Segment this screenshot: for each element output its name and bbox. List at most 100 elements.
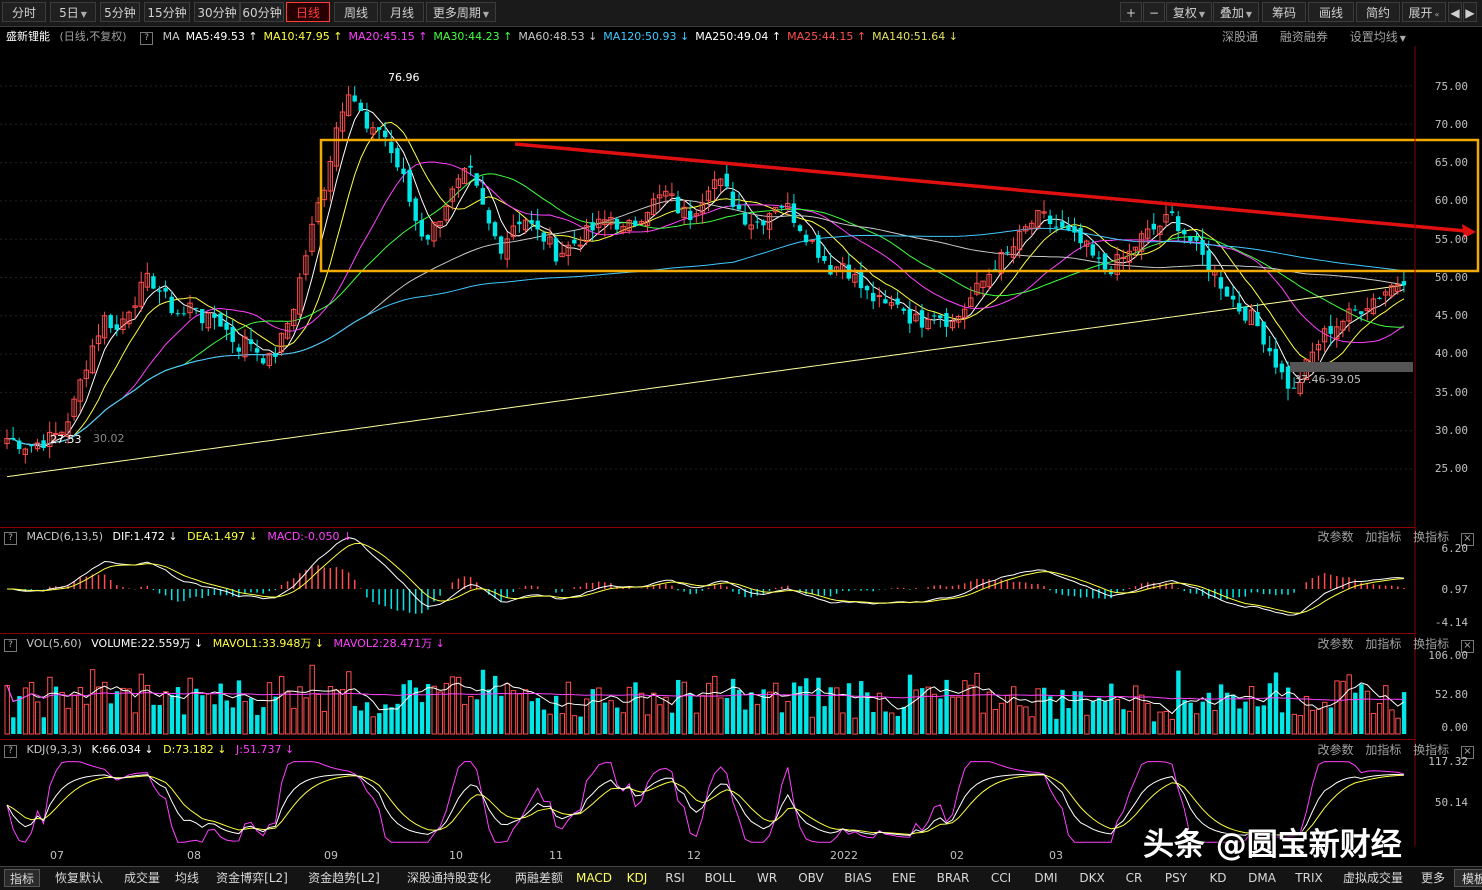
tab-5min[interactable]: 5分钟: [100, 2, 140, 22]
draw-button[interactable]: 画线: [1308, 2, 1354, 22]
indicator-tab[interactable]: DMI: [1034, 871, 1058, 885]
indicator-tab[interactable]: WR: [756, 871, 778, 885]
candle-up: [370, 127, 376, 135]
trend-line: [514, 142, 1467, 233]
volume-bar-down: [1231, 694, 1236, 734]
candle-down: [151, 276, 156, 289]
close-icon[interactable]: ×: [1461, 746, 1474, 759]
volume-bar-up: [657, 704, 663, 735]
expand-button[interactable]: 展开 «: [1402, 2, 1446, 22]
close-icon[interactable]: ×: [1461, 640, 1474, 653]
tab-15min[interactable]: 15分钟: [144, 2, 190, 22]
edit-params-button[interactable]: 改参数: [1317, 637, 1354, 651]
candle-down: [419, 220, 424, 237]
indicator-tab[interactable]: CR: [1125, 871, 1143, 885]
tab-more-periods[interactable]: 更多周期 ▼: [426, 2, 496, 22]
simple-button[interactable]: 简约: [1356, 2, 1400, 22]
volume-bar-down: [944, 679, 949, 734]
volume-bar-up: [962, 680, 968, 735]
link-set-ma[interactable]: 设置均线: [1349, 30, 1398, 44]
candle-down: [29, 445, 34, 447]
close-icon[interactable]: ×: [1461, 533, 1474, 546]
tab-60min[interactable]: 60分钟: [240, 2, 284, 22]
chips-button[interactable]: 筹码: [1262, 2, 1306, 22]
indicator-tab[interactable]: 资金趋势[L2]: [308, 871, 380, 885]
help-icon[interactable]: ?: [140, 32, 154, 45]
indicator-tab[interactable]: BOLL: [704, 871, 736, 885]
volume-bar-down: [1188, 702, 1193, 734]
add-indicator-button[interactable]: 加指标: [1365, 530, 1402, 544]
trend-arrow-head: [1462, 224, 1476, 238]
tab-5day[interactable]: 5日 ▼: [50, 2, 96, 22]
tab-daily[interactable]: 日线: [286, 2, 330, 22]
indicator-tab[interactable]: CCI: [990, 871, 1012, 885]
tab-weekly[interactable]: 周线: [334, 2, 378, 22]
indicator-tab[interactable]: BRAR: [936, 871, 970, 885]
indicator-tab[interactable]: PSY: [1164, 871, 1188, 885]
indicator-tab[interactable]: KD: [1209, 871, 1227, 885]
zoom-in-button[interactable]: +: [1120, 2, 1142, 22]
link-margin[interactable]: 融资融券: [1279, 30, 1328, 44]
link-shenggutong[interactable]: 深股通: [1222, 30, 1259, 44]
help-icon[interactable]: ?: [4, 745, 17, 758]
volume-plot: [4, 664, 1407, 735]
indicator-tabbar: 指标 恢复默认 成交量 均线 资金博弈[L2] 资金趋势[L2] 深股通持股变化 两融差额 MA…: [0, 866, 1482, 890]
volume-bar-up: [1309, 709, 1316, 735]
add-indicator-button[interactable]: 加指标: [1365, 637, 1402, 651]
switch-indicator-button[interactable]: 换指标: [1413, 530, 1450, 544]
indicator-tab[interactable]: TRIX: [1295, 871, 1323, 885]
volume-bar-down: [1182, 699, 1187, 734]
chevron-down-icon: ▼: [1245, 10, 1253, 19]
indicator-tab[interactable]: 虚拟成交量: [1342, 871, 1403, 885]
volume-bar-up: [1029, 716, 1035, 735]
candle-down: [614, 218, 620, 230]
candle-up: [1321, 328, 1328, 343]
indicator-tab[interactable]: 指标: [4, 869, 40, 887]
candle-up: [852, 274, 858, 283]
indicator-tab[interactable]: 资金博弈[L2]: [216, 871, 288, 885]
scroll-left-arrow[interactable]: ◀: [1448, 2, 1462, 22]
indicator-tab[interactable]: 更多: [1420, 871, 1445, 885]
volume-bar-down: [1243, 701, 1248, 734]
zoom-out-button[interactable]: −: [1143, 2, 1165, 22]
tab-fenshi[interactable]: 分时: [2, 2, 46, 22]
indicator-tab[interactable]: ENE: [891, 871, 917, 885]
candle-up: [77, 379, 83, 402]
macd-tick: -4.14: [1434, 616, 1468, 629]
indicator-tab[interactable]: RSI: [665, 871, 685, 885]
indicator-tab[interactable]: DKX: [1079, 871, 1105, 885]
indicator-tab[interactable]: DMA: [1248, 871, 1276, 885]
scroll-right-arrow[interactable]: ▶: [1463, 2, 1477, 22]
candle-up: [205, 312, 212, 329]
help-icon[interactable]: ?: [4, 639, 17, 652]
indicator-tab[interactable]: KDJ: [626, 871, 648, 885]
kdj-header: ? KDJ(9,3,3) K:66.034 ↓ D:73.182 ↓ J:51.…: [0, 742, 300, 758]
chevron-down-icon: ▼: [80, 10, 87, 19]
overlay-button[interactable]: 叠加 ▼: [1213, 2, 1259, 22]
indicator-tab[interactable]: 深股通持股变化: [406, 871, 491, 885]
indicator-tab[interactable]: 成交量: [123, 871, 160, 885]
candle-up: [888, 302, 895, 306]
indicator-tab[interactable]: MACD: [576, 871, 612, 885]
add-indicator-button[interactable]: 加指标: [1365, 743, 1402, 757]
indicator-tab[interactable]: 两融差额: [514, 871, 563, 885]
kline-chart-canvas[interactable]: [0, 46, 1482, 866]
tab-monthly[interactable]: 月线: [380, 2, 424, 22]
switch-indicator-button[interactable]: 换指标: [1413, 637, 1450, 651]
help-icon[interactable]: ?: [4, 532, 17, 545]
indicator-tab[interactable]: 恢复默认: [54, 871, 103, 885]
volume-bar-up: [1248, 686, 1255, 735]
candle-up: [596, 218, 602, 229]
candle-down: [742, 212, 748, 225]
switch-indicator-button[interactable]: 换指标: [1413, 743, 1450, 757]
volume-bar-up: [1011, 686, 1017, 735]
indicator-tab[interactable]: BIAS: [844, 871, 872, 885]
indicator-tab[interactable]: OBV: [798, 871, 824, 885]
tab-30min[interactable]: 30分钟: [194, 2, 240, 22]
adjust-button[interactable]: 复权 ▼: [1166, 2, 1212, 22]
indicator-tab[interactable]: 均线: [174, 871, 199, 885]
edit-params-button[interactable]: 改参数: [1317, 743, 1354, 757]
indicator-tab[interactable]: 模板: [1454, 869, 1482, 887]
volume-bar-up: [437, 691, 444, 735]
edit-params-button[interactable]: 改参数: [1317, 530, 1354, 544]
